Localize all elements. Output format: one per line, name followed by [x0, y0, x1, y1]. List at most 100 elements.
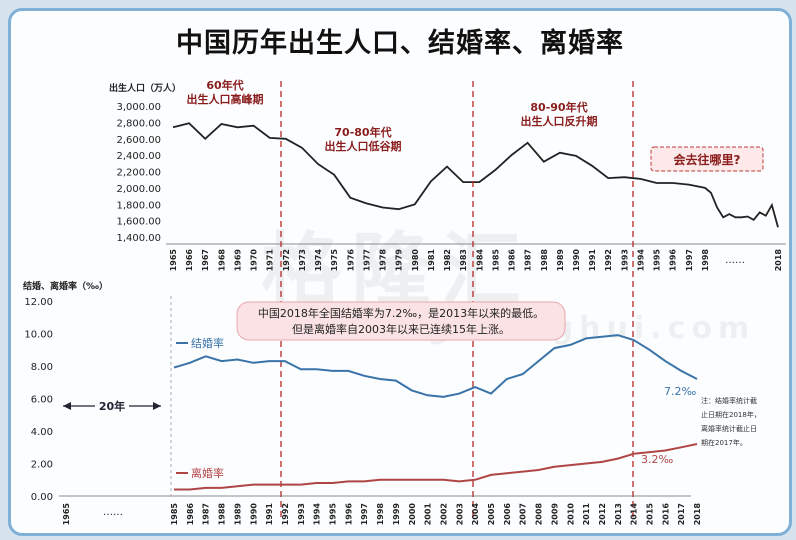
birth-x-tick-label: 1988 — [540, 249, 549, 272]
rate-callout-box — [236, 301, 566, 341]
rate-callout-line2: 但是离婚率自2003年以来已连续15年上涨。 — [292, 322, 510, 336]
rate-x-tick-label: 2001 — [424, 503, 433, 526]
rate-y-tick-label: 12.00 — [24, 297, 53, 308]
chart-frame: 中国历年出生人口、结婚率、离婚率 格隆汇 www.gelonghui.com 出… — [8, 8, 792, 536]
rate-x-tick-label: 1997 — [360, 503, 369, 525]
birth-x-gap-label: …… — [725, 255, 745, 266]
rate-y-tick-label: 6.00 — [31, 395, 53, 406]
birth-x-tick-label: 1992 — [604, 249, 613, 271]
birth-y-tick-label: 3,000.00 — [116, 102, 161, 113]
rate-x-tick-label: 1991 — [265, 503, 274, 526]
rate-x-tick-label: 2011 — [582, 503, 591, 526]
birth-x-tick-label: 1977 — [362, 249, 371, 271]
birth-x-tick-label: 2018 — [774, 249, 783, 272]
birth-series-line — [172, 122, 779, 228]
birth-x-tick-label: 1976 — [346, 249, 355, 272]
birth-x-tick-label: 1966 — [185, 249, 194, 272]
divorce-end-label: 3.2‰ — [641, 453, 673, 466]
phase-label-line2: 出生人口高峰期 — [187, 92, 264, 106]
birth-x-tick-label: 1993 — [620, 249, 629, 271]
rate-x-tick-label: 2017 — [677, 503, 686, 525]
rate-x-tick-label: 1990 — [249, 503, 258, 526]
rate-x-tick-label: 2015 — [646, 503, 655, 526]
rate-x-tick-label: 2003 — [455, 503, 464, 525]
rate-x-tick-label: 2002 — [439, 503, 448, 525]
rate-x-tick-label: 2018 — [693, 503, 702, 526]
birth-y-tick-label: 2,800.00 — [116, 118, 161, 129]
birth-x-tick-label: 1990 — [572, 249, 581, 272]
rate-x-tick-label: 1988 — [218, 503, 227, 526]
rate-note-line: 离婚率统计截止日 — [701, 424, 757, 433]
rate-y-axis-label: 结婚、离婚率（‰） — [23, 280, 108, 292]
phase-label-line1: 60年代 — [206, 78, 243, 92]
birth-x-tick-label: 1986 — [508, 249, 517, 272]
rate-x-tick-label: 1965 — [62, 503, 71, 526]
rate-x-tick-label: 2009 — [550, 503, 559, 526]
birth-y-tick-label: 2,200.00 — [116, 168, 161, 179]
birth-x-tick-label: 1975 — [330, 249, 339, 272]
rate-x-tick-label: 2014 — [630, 503, 639, 526]
chart-canvas: 出生人口（万人） 3,000.00 2,800.00 2,600.00 2,400.00… — [23, 78, 786, 526]
birth-x-tick-label: 1972 — [282, 249, 291, 271]
gap-label: 20年 — [99, 399, 125, 413]
rate-series-line-divorce — [174, 443, 698, 491]
birth-x-tick-label: 1969 — [233, 249, 242, 272]
rate-x-tick-label: 2005 — [487, 503, 496, 526]
birth-x-tick-label: 1997 — [685, 249, 694, 271]
rate-x-tick-label: 1993 — [297, 503, 306, 525]
rate-x-tick-label: 2008 — [535, 503, 544, 526]
birth-x-tick-label: 1981 — [427, 249, 436, 272]
rate-x-tick-label: 1985 — [170, 503, 179, 526]
rate-x-tick-label: 2016 — [661, 503, 670, 526]
birth-callout-text: 会去往哪里? — [674, 152, 741, 167]
birth-y-tick-label: 1,800.00 — [116, 200, 161, 211]
phase-label-line2: 出生人口反升期 — [521, 114, 598, 128]
rate-x-tick-label: 1996 — [344, 503, 353, 526]
rate-x-tick-label: 1994 — [313, 503, 322, 526]
rate-note-line: 注：结婚率统计截 — [701, 396, 757, 405]
phase-label-line2: 出生人口低谷期 — [325, 139, 402, 153]
birth-x-tick-label: 1984 — [475, 249, 484, 272]
birth-x-tick-label: 1971 — [266, 249, 275, 272]
rate-y-tick-label: 8.00 — [31, 362, 53, 373]
rate-y-tick-label: 4.00 — [31, 427, 53, 438]
birth-x-tick-label: 1998 — [701, 249, 710, 272]
birth-y-tick-label: 2,600.00 — [116, 135, 161, 146]
rate-x-tick-label: 2006 — [503, 503, 512, 526]
divorce-legend-label: 离婚率 — [191, 466, 224, 480]
rate-x-tick-label: 1998 — [376, 503, 385, 526]
marriage-end-label: 7.2‰ — [664, 385, 696, 398]
rate-x-tick-label: 2000 — [408, 503, 417, 526]
rate-x-tick-label: 1989 — [233, 503, 242, 526]
birth-x-tick-label: 1974 — [314, 249, 323, 272]
rate-series-line-marriage — [173, 334, 698, 398]
rate-y-tick-label: 10.00 — [24, 330, 53, 341]
rate-x-gap-label: …… — [103, 507, 123, 518]
rate-x-tick-label: 1992 — [281, 503, 290, 525]
rate-y-tick-label: 2.00 — [31, 460, 53, 471]
birth-x-tick-label: 1970 — [250, 249, 259, 272]
birth-x-tick-label: 1980 — [411, 249, 420, 272]
rate-x-tick-label: 2010 — [566, 503, 575, 526]
rate-x-tick-label: 1999 — [392, 503, 401, 526]
birth-y-tick-label: 1,400.00 — [116, 233, 161, 244]
rate-note-line: 止日期在2018年， — [701, 410, 761, 419]
birth-x-tick-label: 1989 — [556, 249, 565, 272]
rate-x-tick-label: 1995 — [329, 503, 338, 526]
rate-x-tick-label: 2013 — [614, 503, 623, 525]
birth-x-tick-label: 1991 — [588, 249, 597, 272]
birth-x-tick-label: 1983 — [459, 249, 468, 271]
gap-arrow-right-head — [153, 402, 161, 410]
birth-x-tick-label: 1968 — [217, 249, 226, 272]
birth-y-tick-label: 1,600.00 — [116, 217, 161, 228]
birth-x-tick-label: 1982 — [443, 249, 452, 271]
birth-callout-box — [650, 146, 764, 172]
birth-x-tick-label: 1985 — [491, 249, 500, 272]
birth-x-tick-label: 1973 — [298, 249, 307, 271]
birth-x-tick-label: 1994 — [636, 249, 645, 272]
rate-x-tick-label: 1987 — [202, 503, 211, 525]
birth-x-tick-label: 1979 — [395, 249, 404, 272]
birth-y-axis-label: 出生人口（万人） — [109, 82, 181, 94]
rate-x-tick-label: 2004 — [471, 503, 480, 526]
birth-y-tick-label: 2,400.00 — [116, 151, 161, 162]
